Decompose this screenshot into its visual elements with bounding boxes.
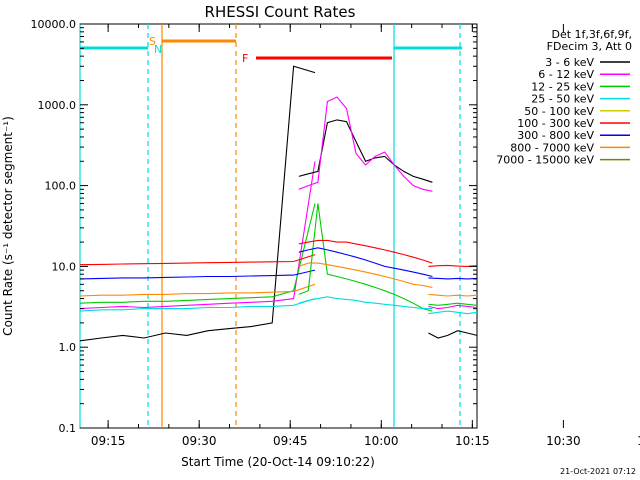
legend-label: 100 - 300 keV	[517, 117, 594, 130]
x-tick-label: 09:30	[182, 434, 217, 448]
legend: Det 1f,3f,6f,9f, FDecim 3, Att 0 3 - 6 k…	[496, 28, 632, 167]
y-tick-label: 1000.0	[38, 99, 77, 112]
footer-date: 21-Oct-2021 07:12	[560, 467, 636, 476]
series-layer	[79, 65, 478, 342]
series-12-25-kev-segment-1	[298, 203, 433, 312]
series-6-12-kev-segment-0	[79, 161, 316, 310]
series-12-25-kev-segment-2	[428, 302, 478, 306]
x-tick-label: 10:30	[546, 434, 581, 448]
legend-label: 300 - 800 keV	[517, 129, 594, 142]
series-6-12-kev-segment-1	[298, 96, 433, 192]
series-300-800-kev-segment-0	[79, 269, 316, 280]
series-100-300-kev-segment-0	[79, 254, 316, 266]
series-100-300-kev-segment-1	[298, 239, 433, 264]
x-tick-label: 10:15	[455, 434, 490, 448]
y-tick-label: 10.0	[52, 260, 77, 273]
legend-header-1: Det 1f,3f,6f,9f,	[551, 28, 632, 41]
series-12-25-kev-segment-0	[79, 203, 316, 304]
night-annotation-label: N	[154, 43, 162, 56]
y-tick-label: 0.1	[59, 422, 77, 435]
legend-header-2: FDecim 3, Att 0	[547, 40, 632, 53]
series-800-7000-kev-segment-1	[298, 262, 433, 288]
series-3-6-kev-segment-2	[428, 330, 478, 339]
series-800-7000-kev-segment-0	[79, 283, 316, 297]
legend-label: 25 - 50 keV	[531, 93, 594, 106]
legend-label: 7000 - 15000 keV	[496, 154, 594, 167]
series-300-800-kev-segment-1	[298, 247, 433, 278]
legend-label: 800 - 7000 keV	[510, 141, 594, 154]
x-tick-label: 09:45	[273, 434, 308, 448]
attenuator-state-bars: S N F	[79, 24, 462, 428]
y-tick-label: 1.0	[59, 341, 77, 354]
legend-label: 3 - 6 keV	[545, 56, 594, 69]
series-800-7000-kev-segment-2	[428, 293, 478, 297]
legend-label: 12 - 25 keV	[531, 80, 594, 93]
y-axis: 0.1 1.0 10.0 100.0 1000.0 10000.0	[31, 18, 477, 435]
series-25-50-kev-segment-2	[428, 310, 478, 315]
x-tick-label: 10:00	[364, 434, 399, 448]
chart-title: RHESSI Count Rates	[205, 3, 356, 21]
x-axis-label: Start Time (20-Oct-14 09:10:22)	[181, 455, 375, 469]
series-100-300-kev-segment-2	[428, 264, 478, 267]
y-axis-label: Count Rate (s⁻¹ detector segment⁻¹)	[1, 116, 15, 336]
y-tick-label: 10000.0	[31, 18, 77, 31]
y-tick-label: 100.0	[45, 180, 77, 193]
series-25-50-kev-segment-1	[298, 296, 433, 310]
legend-label: 6 - 12 keV	[538, 68, 594, 81]
series-6-12-kev-segment-2	[428, 304, 478, 310]
flare-annotation-label: F	[242, 52, 248, 65]
series-25-50-kev-segment-0	[79, 298, 316, 312]
legend-label: 50 - 100 keV	[524, 105, 594, 118]
series-3-6-kev-segment-0	[79, 65, 316, 342]
saa-annotation-label: S	[149, 35, 156, 48]
x-axis: 09:15 09:30 09:45 10:00 10:15 10:30 10:45	[91, 24, 640, 448]
x-tick-label: 10:45	[637, 434, 640, 448]
x-tick-label: 09:15	[91, 434, 126, 448]
series-300-800-kev-segment-2	[428, 277, 478, 280]
